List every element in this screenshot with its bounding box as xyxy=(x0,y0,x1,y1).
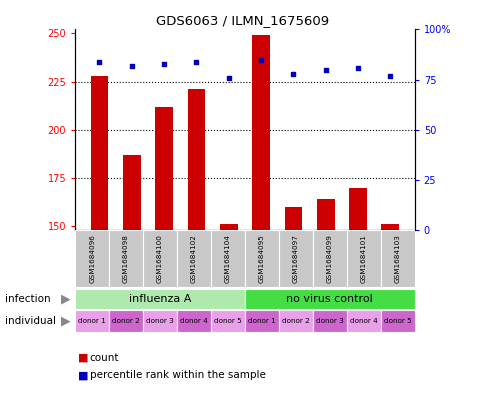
Point xyxy=(225,74,232,81)
Bar xyxy=(381,224,398,230)
Bar xyxy=(348,187,366,230)
Text: donor 3: donor 3 xyxy=(146,318,174,324)
Point xyxy=(289,70,297,77)
Bar xyxy=(75,289,244,309)
Bar xyxy=(143,310,177,332)
Bar xyxy=(284,207,302,230)
Bar xyxy=(312,230,346,287)
Point xyxy=(128,62,136,69)
Text: GSM1684096: GSM1684096 xyxy=(89,234,95,283)
Point xyxy=(353,64,361,71)
Text: GSM1684099: GSM1684099 xyxy=(326,234,332,283)
Bar xyxy=(346,230,380,287)
Point xyxy=(386,72,393,79)
Bar xyxy=(346,310,380,332)
Bar xyxy=(187,89,205,230)
Text: donor 3: donor 3 xyxy=(315,318,343,324)
Text: donor 4: donor 4 xyxy=(349,318,377,324)
Bar xyxy=(380,230,414,287)
Bar xyxy=(109,310,143,332)
Text: GSM1684095: GSM1684095 xyxy=(258,234,264,283)
Bar xyxy=(177,230,211,287)
Bar xyxy=(278,230,312,287)
Text: GDS6063 / ILMN_1675609: GDS6063 / ILMN_1675609 xyxy=(156,14,328,27)
Text: donor 1: donor 1 xyxy=(78,318,106,324)
Bar xyxy=(219,224,237,230)
Text: GSM1684102: GSM1684102 xyxy=(191,234,197,283)
Text: GSM1684100: GSM1684100 xyxy=(157,234,163,283)
Text: donor 4: donor 4 xyxy=(180,318,208,324)
Bar xyxy=(380,310,414,332)
Bar xyxy=(244,310,278,332)
Point xyxy=(95,59,103,65)
Bar xyxy=(244,230,278,287)
Text: percentile rank within the sample: percentile rank within the sample xyxy=(90,370,265,380)
Text: donor 2: donor 2 xyxy=(112,318,140,324)
Point xyxy=(321,66,329,73)
Text: GSM1684103: GSM1684103 xyxy=(394,234,400,283)
Point xyxy=(257,56,264,62)
Bar xyxy=(244,289,414,309)
Text: GSM1684104: GSM1684104 xyxy=(225,234,230,283)
Bar xyxy=(75,230,109,287)
Text: infection: infection xyxy=(5,294,50,304)
Bar xyxy=(122,155,140,230)
Bar xyxy=(316,199,334,230)
Text: ■: ■ xyxy=(77,370,88,380)
Bar xyxy=(143,230,177,287)
Bar xyxy=(278,310,312,332)
Text: donor 2: donor 2 xyxy=(281,318,309,324)
Text: ▶: ▶ xyxy=(60,315,70,328)
Bar xyxy=(211,310,244,332)
Bar xyxy=(252,35,270,230)
Text: donor 5: donor 5 xyxy=(383,318,411,324)
Bar xyxy=(177,310,211,332)
Bar xyxy=(75,310,109,332)
Text: count: count xyxy=(90,353,119,363)
Bar xyxy=(109,230,143,287)
Text: ■: ■ xyxy=(77,353,88,363)
Text: donor 1: donor 1 xyxy=(247,318,275,324)
Text: GSM1684097: GSM1684097 xyxy=(292,234,298,283)
Text: GSM1684098: GSM1684098 xyxy=(123,234,129,283)
Bar xyxy=(155,107,173,230)
Text: no virus control: no virus control xyxy=(286,294,372,304)
Text: ▶: ▶ xyxy=(60,292,70,305)
Point xyxy=(192,59,200,65)
Point xyxy=(160,61,167,67)
Text: donor 5: donor 5 xyxy=(213,318,242,324)
Text: influenza A: influenza A xyxy=(129,294,191,304)
Bar xyxy=(312,310,346,332)
Text: individual: individual xyxy=(5,316,56,326)
Bar xyxy=(211,230,244,287)
Text: GSM1684101: GSM1684101 xyxy=(360,234,366,283)
Bar xyxy=(91,76,108,230)
